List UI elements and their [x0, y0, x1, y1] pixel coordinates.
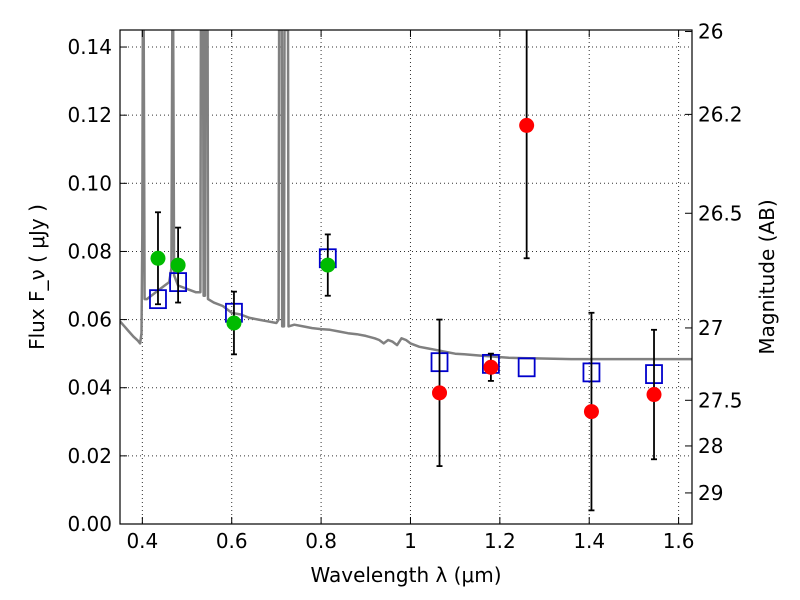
x-tick-label: 1	[404, 529, 417, 553]
y-tick-label: 0.02	[67, 444, 112, 468]
observed-flux-point	[432, 385, 448, 401]
x-tick-label: 1.2	[484, 529, 516, 553]
y2-tick-label: 27.5	[698, 388, 743, 412]
model-sed-line	[120, 30, 692, 361]
y2-tick-label: 29	[698, 481, 723, 505]
x-tick-label: 1.6	[663, 529, 695, 553]
y2-tick-label: 26	[698, 20, 723, 44]
observed-flux-point	[226, 315, 242, 331]
y2-tick-label: 26.2	[698, 102, 743, 126]
plot-area	[120, 30, 692, 512]
observed-flux-point	[646, 387, 662, 403]
y-tick-label: 0.04	[67, 376, 112, 400]
observed-flux-point	[170, 257, 186, 273]
y2-tick-label: 28	[698, 434, 723, 458]
y2-tick-label: 27	[698, 316, 723, 340]
observed-flux-point	[320, 257, 336, 273]
axis-ticks	[120, 30, 692, 525]
y-tick-label: 0.06	[67, 308, 112, 332]
y-tick-label: 0.12	[67, 103, 112, 127]
x-tick-label: 0.6	[216, 529, 248, 553]
y-axis-title: Flux F_ν ( μJy )	[25, 204, 49, 350]
observed-flux-point	[483, 359, 499, 375]
x-tick-label: 0.8	[305, 529, 337, 553]
y2-tick-label: 26.5	[698, 201, 743, 225]
x-tick-label: 0.4	[126, 529, 158, 553]
tick-labels: 0.4 0.6 0.8 1 1.2 1.4 1.6 0.00 0.02 0.04 0.06 0.08 0…	[67, 20, 742, 553]
x-tick-label: 1.4	[573, 529, 605, 553]
x-axis-title: Wavelength λ (μm)	[310, 563, 501, 587]
y-tick-label: 0.08	[67, 239, 112, 263]
model-photometry-square	[517, 357, 536, 378]
observed-flux-point	[583, 404, 599, 420]
observed-flux-point	[519, 117, 535, 133]
y2-axis-title: Magnitude (AB)	[755, 199, 779, 354]
observed-flux-point	[150, 250, 166, 266]
y-tick-label: 0.14	[67, 35, 112, 59]
grid-lines	[120, 30, 692, 524]
plot-frame	[119, 29, 693, 525]
y-tick-label: 0.10	[67, 171, 112, 195]
y-tick-label: 0.00	[67, 512, 112, 536]
